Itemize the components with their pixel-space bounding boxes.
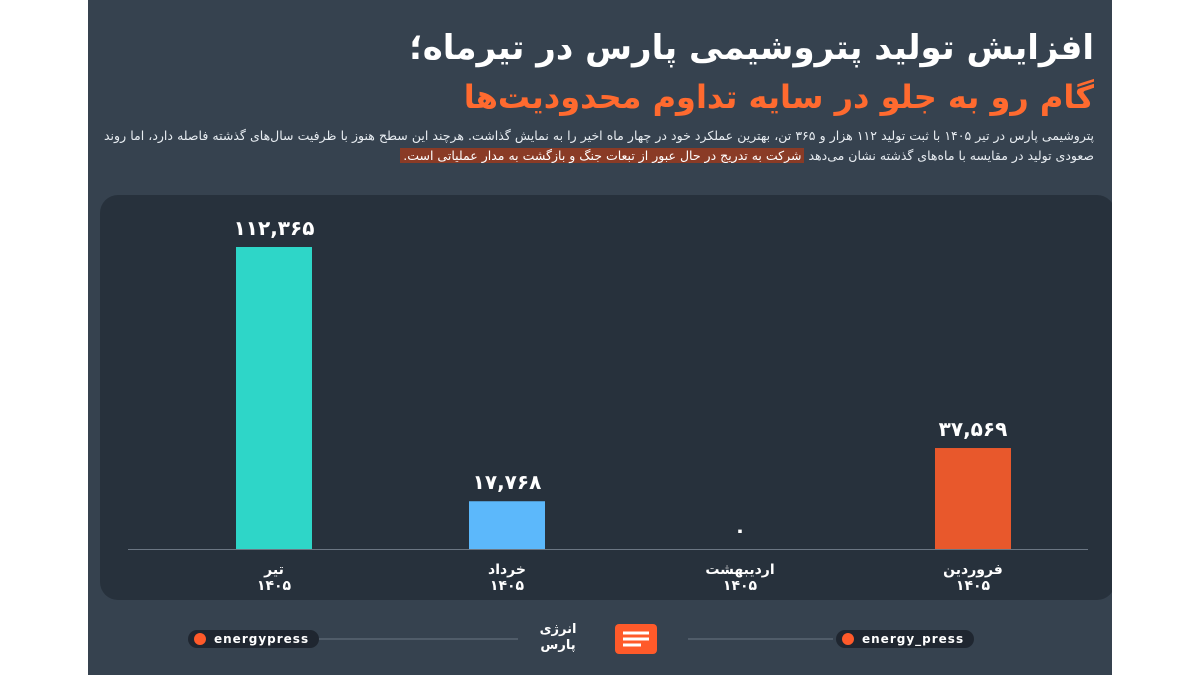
title: افزایش تولید پتروشیمی پارس در تیرماه؛ (409, 28, 1094, 68)
x-tick-label: اردیبهشت (705, 562, 774, 578)
x-tick-sublabel: ۱۴۰۵ (956, 578, 991, 594)
logo-text: انرژی پارس (528, 622, 588, 654)
x-tick-sublabel: ۱۴۰۵ (257, 578, 292, 594)
description: پتروشیمی پارس در تیر ۱۴۰۵ با ثبت تولید ۱… (104, 126, 1094, 166)
x-tick-label: تیر (263, 562, 284, 578)
subtitle: گام رو به جلو در سایه تداوم محدودیت‌ها (463, 78, 1094, 116)
bar (469, 501, 545, 549)
instagram-text: energy_press (862, 632, 965, 646)
chart-panel (100, 195, 1112, 600)
chart: ۳۷,۵۶۹فروردین۱۴۰۵۰اردیبهشت۱۴۰۵۱۷,۷۶۸خردا… (100, 195, 1112, 654)
x-tick-label: خرداد (488, 562, 526, 578)
bar (236, 247, 312, 549)
value-label: ۳۷,۵۶۹ (939, 417, 1008, 441)
value-label: ۰ (734, 518, 746, 542)
value-label: ۱۷,۷۶۸ (473, 470, 542, 494)
instagram-handle[interactable]: energy_press (836, 630, 975, 648)
value-label: ۱۱۲,۳۶۵ (234, 216, 315, 240)
logo-mark (623, 631, 649, 647)
infographic: افزایش تولید پتروشیمی پارس در تیرماه؛ گا… (88, 0, 1112, 675)
x-tick-sublabel: ۱۴۰۵ (490, 578, 525, 594)
telegram-handle[interactable]: energypress (188, 630, 320, 648)
logo-line: پارس (540, 638, 576, 653)
telegram-text: energypress (214, 632, 310, 646)
bar (935, 448, 1011, 549)
description-text: پتروشیمی پارس در تیر ۱۴۰۵ با ثبت تولید ۱… (104, 128, 1094, 163)
x-tick-label: فروردین (943, 562, 1003, 578)
highlight: شرکت به تدریج در حال عبور از تبعات جنگ و… (400, 148, 805, 163)
logo-line: انرژی (539, 622, 577, 637)
x-tick-sublabel: ۱۴۰۵ (723, 578, 758, 594)
